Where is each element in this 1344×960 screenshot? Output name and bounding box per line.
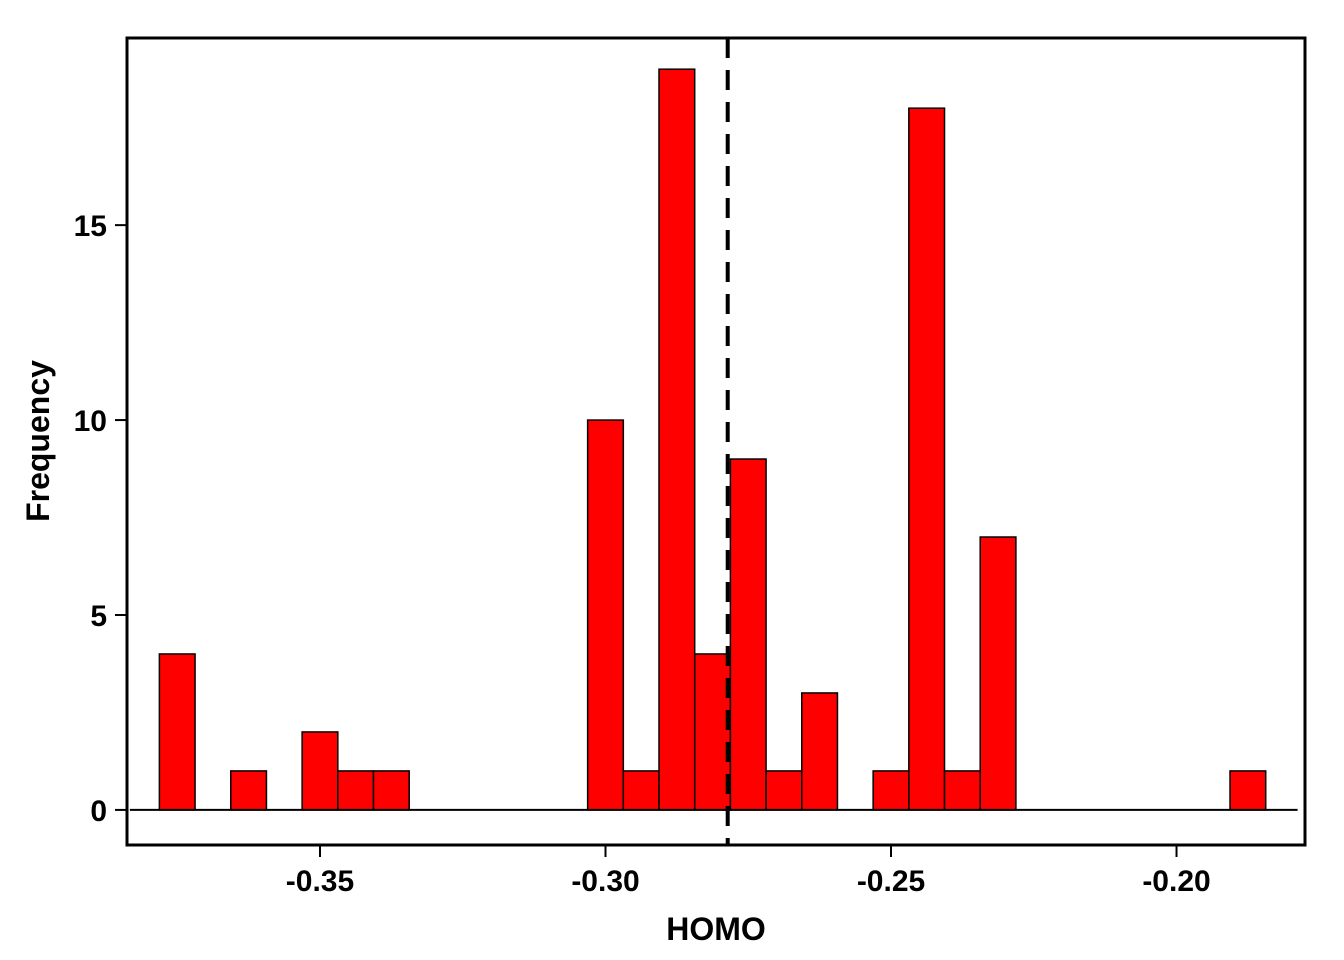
x-tick-label: -0.30 — [571, 865, 639, 898]
x-axis-title: HOMO — [666, 911, 766, 947]
histogram-bar — [337, 770, 375, 811]
histogram-bar — [908, 107, 946, 811]
y-tick-label: 5 — [90, 600, 107, 633]
x-tick-label: -0.20 — [1142, 865, 1210, 898]
histogram-bar — [693, 653, 732, 811]
histogram-bar — [872, 770, 910, 811]
histogram-bar — [658, 68, 696, 811]
y-tick-label: 15 — [74, 210, 107, 243]
histogram-bar — [586, 419, 625, 811]
x-axis: -0.35 -0.30 -0.25 -0.20 — [286, 845, 1211, 898]
histogram-bar — [979, 536, 1017, 811]
x-tick-label: -0.35 — [286, 865, 354, 898]
histogram-bar — [801, 692, 839, 811]
y-axis: 0 5 10 15 — [74, 210, 127, 828]
histogram-bar — [1229, 770, 1267, 811]
y-tick-label: 10 — [74, 405, 107, 438]
histogram-bar — [729, 458, 767, 811]
histogram-bar — [765, 770, 803, 811]
histogram-bar — [301, 731, 339, 811]
plot-frame — [125, 36, 1307, 847]
y-tick-label: 0 — [90, 795, 107, 828]
histogram-bar — [372, 770, 410, 811]
bars-group — [158, 68, 1267, 811]
histogram-bar — [943, 770, 981, 811]
histogram-bar — [230, 770, 268, 811]
histogram-bar — [158, 653, 196, 811]
histogram-bar — [622, 770, 660, 811]
x-tick-label: -0.25 — [857, 865, 925, 898]
y-axis-title: Frequency — [20, 360, 56, 522]
